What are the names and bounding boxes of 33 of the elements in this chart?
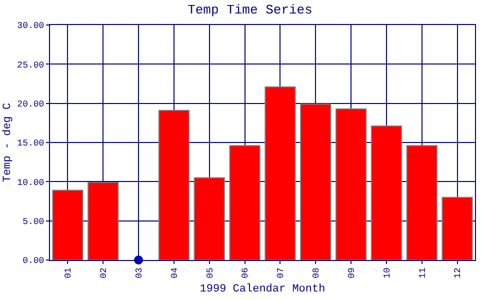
x-tick-label: 11 <box>418 268 428 278</box>
y-tick-label: 0.00 <box>22 256 44 266</box>
x-tick-label: 01 <box>64 268 74 278</box>
x-tick-label: 08 <box>312 268 322 278</box>
y-tick-label: 15.00 <box>17 138 44 149</box>
x-tick-label: 09 <box>346 268 357 278</box>
bar <box>229 145 260 260</box>
bar <box>442 196 473 260</box>
bar <box>194 177 225 260</box>
y-tick-label: 5.00 <box>22 216 44 227</box>
bar <box>158 110 190 260</box>
x-axis-title: 1999 Calendar Month <box>200 284 326 296</box>
x-tick-label: 04 <box>170 268 180 278</box>
x-tick-label: 05 <box>205 268 216 278</box>
y-tick-label: 30.00 <box>17 21 44 32</box>
x-tick-label: 03 <box>134 268 144 278</box>
bar <box>264 86 296 260</box>
y-tick-label: 10.00 <box>17 178 44 188</box>
y-tick-label: 25.00 <box>17 60 44 70</box>
x-tick-label: 02 <box>99 268 110 278</box>
x-tick-label: 07 <box>276 268 286 278</box>
x-tick-label: 12 <box>453 268 464 278</box>
bar <box>300 104 332 260</box>
bar <box>88 182 119 260</box>
bar <box>370 126 402 260</box>
x-tick-label: 10 <box>382 268 392 278</box>
y-tick-label: 20.00 <box>17 99 44 110</box>
bar <box>335 108 367 260</box>
bar <box>52 190 84 260</box>
y-axis-title: Temp - deg C <box>2 102 14 182</box>
bar <box>406 145 438 260</box>
x-tick-label: 06 <box>240 268 251 278</box>
chart-title: Temp Time Series <box>188 2 312 18</box>
